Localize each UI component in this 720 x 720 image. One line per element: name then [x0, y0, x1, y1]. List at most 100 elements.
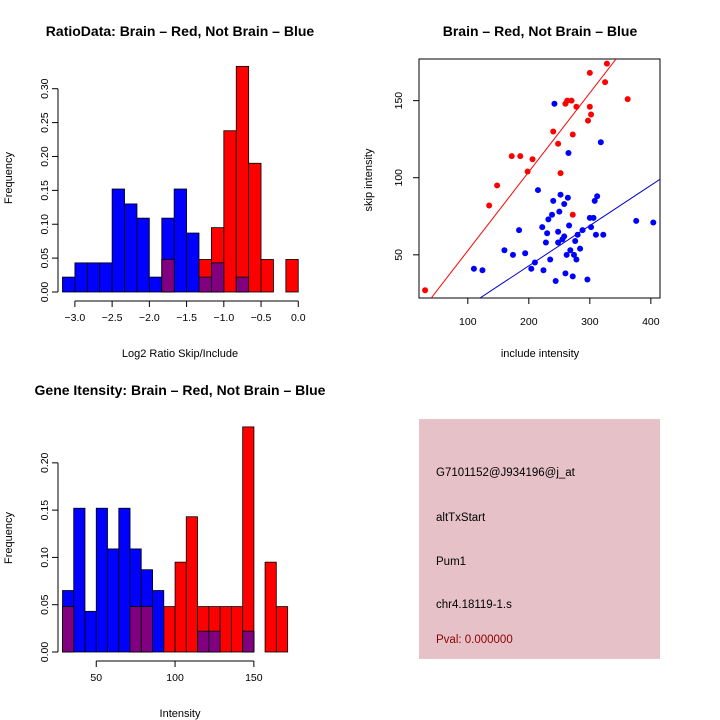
ratio-histogram-blue-bar [74, 262, 88, 293]
scatter-y-tick-label: 50 [393, 249, 405, 261]
ratio-histogram-ylabel: Frequency [3, 152, 15, 204]
gene-intensity-overlap-bar [129, 606, 142, 653]
gene-intensity-red-bar [242, 426, 255, 653]
ratio-histogram-y-tick-label: 0.10 [39, 214, 51, 235]
gene-intensity-red-bar [185, 516, 198, 653]
scatter-y-tick-label: 150 [393, 92, 405, 110]
ratio-histogram-overlap-bar [198, 276, 212, 293]
gene-intensity-histogram-panel: Gene Itensity: Brain – Red, Not Brain – … [3, 382, 326, 720]
info-panel-background [419, 419, 660, 659]
gene-intensity-red-bar [174, 561, 187, 653]
ratio-histogram-blue-bar [99, 262, 113, 293]
gene-intensity-y-tick-label: 0.10 [39, 547, 51, 568]
gene-intensity-overlap-bar [62, 606, 75, 653]
not-brain-point [552, 278, 559, 285]
ratio-histogram-blue-bar [111, 188, 125, 293]
not-brain-point [588, 224, 595, 231]
not-brain-fit-line [479, 178, 660, 298]
location-text: chr4.18119-1.s [436, 599, 512, 611]
brain-point [602, 79, 609, 86]
not-brain-point [531, 259, 538, 266]
ratio-histogram-x-tick-label: −0.5 [251, 312, 272, 324]
gene-intensity-y-tick-label: 0.00 [39, 642, 51, 663]
ratio-histogram-y-tick-label: 0.30 [39, 78, 51, 99]
gene-intensity-axes: 50 100 150 0.00 0.05 0.10 0.15 0.20 [39, 452, 263, 684]
gene-intensity-x-tick-label: 50 [90, 672, 102, 684]
not-brain-point [600, 231, 607, 238]
brain-point [586, 69, 593, 76]
not-brain-point [509, 251, 516, 258]
ratio-histogram-bars [62, 65, 299, 293]
ratio-histogram-blue-bar [124, 203, 138, 293]
gene-intensity-x-tick-label: 100 [166, 672, 184, 684]
not-brain-point [528, 265, 535, 272]
brain-point [603, 60, 610, 67]
scatter-x-tick-label: 400 [642, 316, 660, 328]
probe-id-text: G7101152@J934196@j_at [436, 467, 576, 479]
ratio-histogram-axes: −3.0 −2.5 −2.0 −1.5 −1.0 −0.5 0.0 0.00 0.05 0.10 0… [39, 78, 306, 324]
brain-point [494, 182, 501, 189]
not-brain-point [501, 247, 508, 254]
brain-point [624, 96, 631, 103]
not-brain-point [539, 224, 546, 231]
not-brain-point [544, 230, 551, 237]
brain-point [569, 211, 576, 218]
brain-point [568, 97, 575, 104]
ratio-histogram-blue-bar [148, 276, 163, 293]
ratio-histogram-x-tick-label: −2.5 [102, 312, 123, 324]
scatter-clipped-group [422, 59, 660, 298]
ratio-histogram-blue-bar [186, 232, 200, 293]
brain-point [569, 131, 576, 138]
ratio-histogram-blue-bar [173, 188, 187, 293]
gene-name-text: Pum1 [436, 556, 466, 568]
scatter-axes: 100 200 300 400 50 100 150 [393, 92, 660, 328]
brain-fit-line [430, 59, 617, 298]
brain-point [486, 202, 493, 209]
ratio-histogram-red-bar [248, 162, 262, 293]
brain-point [557, 170, 564, 177]
ratio-histogram-title: RatioData: Brain – Red, Not Brain – Blue [46, 23, 315, 39]
ratio-histogram-x-tick-label: 0.0 [291, 312, 306, 324]
gene-intensity-overlap-bar [208, 630, 221, 653]
not-brain-point [516, 227, 523, 234]
ratio-histogram-y-tick-label: 0.15 [39, 180, 51, 201]
not-brain-point [569, 273, 576, 280]
not-brain-point [597, 139, 604, 146]
gene-intensity-y-tick-label: 0.20 [39, 452, 51, 473]
not-brain-point [562, 270, 569, 277]
ratio-histogram-y-tick-label: 0.05 [39, 248, 51, 269]
not-brain-point [540, 267, 547, 274]
not-brain-point [565, 150, 572, 157]
brain-point [529, 156, 536, 163]
not-brain-point [633, 217, 640, 224]
brain-point [585, 117, 592, 124]
not-brain-point [574, 231, 581, 238]
gene-intensity-blue-bar [95, 507, 108, 653]
gene-intensity-bars [62, 426, 289, 653]
gene-intensity-title: Gene Itensity: Brain – Red, Not Brain – … [35, 382, 326, 398]
gene-intensity-blue-bar [107, 548, 120, 653]
brain-point [573, 103, 580, 110]
gene-intensity-xlabel: Intensity [160, 708, 201, 720]
not-brain-point [550, 197, 557, 204]
pval-text: Pval: 0.000000 [436, 634, 513, 646]
ratio-histogram-y-tick-label: 0.20 [39, 146, 51, 167]
not-brain-point [650, 219, 657, 226]
gene-intensity-overlap-bar [140, 606, 153, 653]
brain-point [586, 103, 593, 110]
scatter-ylabel: skip intensity [363, 148, 375, 211]
scatter-xlabel: include intensity [501, 348, 580, 360]
not-brain-point [564, 194, 571, 201]
scatter-x-tick-label: 200 [520, 316, 538, 328]
gene-intensity-red-bar [230, 606, 243, 653]
not-brain-point [570, 251, 577, 258]
ratio-histogram-xlabel: Log2 Ratio Skip/Include [122, 348, 238, 360]
not-brain-point [567, 247, 574, 254]
not-brain-point [555, 228, 562, 235]
ratio-histogram-x-tick-label: −1.0 [213, 312, 234, 324]
not-brain-point [547, 256, 554, 263]
scatter-y-tick-label: 100 [393, 169, 405, 187]
not-brain-point [572, 237, 579, 244]
not-brain-point [591, 197, 598, 204]
not-brain-point [577, 245, 584, 252]
